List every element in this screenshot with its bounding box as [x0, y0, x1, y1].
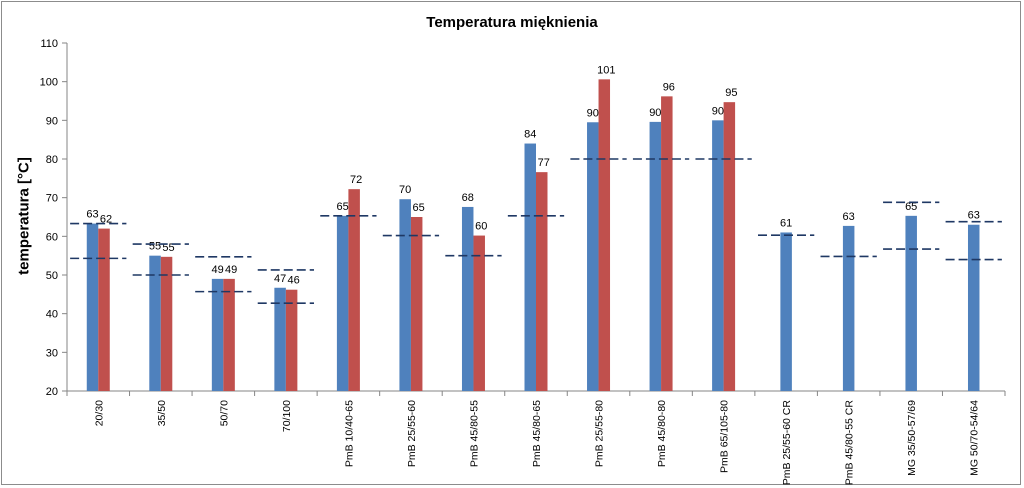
x-tick-label: PmB 45/80-65	[531, 400, 543, 467]
data-label-series-1: 49	[211, 264, 223, 276]
data-label-series-1: 90	[649, 107, 661, 119]
bar-series-1	[211, 278, 224, 391]
chart-title: Temperatura mięknienia	[426, 14, 598, 31]
y-tick-label: 60	[46, 231, 58, 243]
data-label-series-1: 70	[399, 184, 411, 196]
x-tick-label: PmB 25/55-60	[406, 400, 418, 467]
bar-series-1	[780, 232, 792, 391]
bar-series-2	[723, 102, 736, 391]
bar-series-2	[285, 289, 298, 391]
x-tick-label: 20/30	[93, 400, 105, 426]
bar-series-2	[348, 189, 360, 391]
data-label-series-2: 60	[475, 221, 487, 233]
bar-series-2	[160, 256, 173, 391]
data-label-series-2: 101	[597, 64, 615, 76]
bar-series-1	[524, 143, 536, 391]
data-label-series-1: 90	[587, 107, 599, 119]
x-tick-label: PmB 25/55-60 CR	[781, 400, 793, 486]
bar-series-1	[149, 255, 161, 391]
y-tick-label: 30	[46, 347, 58, 359]
bar-series-1	[712, 120, 724, 391]
bar-series-2	[598, 79, 611, 391]
data-label-series-1: 65	[905, 201, 917, 213]
data-label-series-1: 63	[843, 211, 855, 223]
y-tick-label: 20	[46, 386, 58, 398]
bar-series-2	[473, 235, 485, 391]
y-tick-label: 50	[46, 270, 58, 282]
data-label-series-2: 49	[225, 264, 237, 276]
bar-series-1	[967, 224, 980, 391]
bar-series-1	[336, 215, 349, 391]
y-tick-label: 40	[46, 309, 58, 321]
bar-series-1	[587, 122, 599, 392]
data-label-series-2: 72	[350, 174, 362, 186]
bar-series-1	[905, 215, 917, 391]
data-label-series-1: 55	[149, 241, 161, 253]
bar-series-2	[98, 228, 110, 391]
y-tick-label: 90	[46, 115, 58, 127]
data-label-series-1: 61	[780, 217, 792, 229]
x-tick-label: PmB 45/80-55 CR	[844, 400, 856, 486]
x-tick-label: MG 35/50-57/69	[906, 400, 918, 476]
x-tick-label: PmB 45/80-80	[656, 400, 668, 467]
data-label-series-1: 68	[462, 192, 474, 204]
bar-series-1	[649, 121, 662, 391]
bar-series-1	[86, 223, 99, 391]
bar-series-2	[410, 217, 423, 391]
data-label-series-2: 62	[100, 214, 112, 226]
data-label-series-1: 90	[712, 105, 724, 117]
bar-series-2	[223, 278, 235, 391]
bar-series-1	[842, 225, 855, 391]
x-tick-label: PmB 10/40-65	[343, 400, 355, 467]
bar-series-1	[461, 206, 474, 391]
data-label-series-1: 63	[86, 209, 98, 221]
bar-series-1	[274, 287, 286, 391]
y-tick-label: 110	[40, 38, 58, 50]
bar-series-2	[661, 96, 673, 392]
y-tick-label: 80	[46, 154, 58, 166]
data-label-series-2: 95	[725, 87, 737, 99]
y-tick-label: 100	[40, 77, 58, 89]
data-label-series-1: 63	[968, 210, 980, 222]
x-tick-label: 50/70	[218, 400, 230, 426]
x-tick-label: PmB 45/80-55	[468, 400, 480, 467]
data-label-series-2: 46	[287, 275, 299, 287]
data-label-series-2: 65	[413, 202, 425, 214]
x-tick-label: PmB 65/105-80	[719, 400, 731, 473]
x-tick-label: PmB 25/55-80	[594, 400, 606, 467]
data-label-series-1: 65	[337, 201, 349, 213]
bar-series-1	[399, 199, 411, 391]
y-tick-label: 70	[46, 193, 58, 205]
x-tick-label: 35/50	[156, 400, 168, 426]
bar-series-2	[536, 172, 548, 391]
data-label-series-1: 84	[524, 129, 536, 141]
data-label-series-1: 47	[274, 273, 286, 285]
x-tick-label: MG 50/70-54/64	[969, 400, 981, 476]
data-label-series-2: 77	[538, 157, 550, 169]
data-label-series-2: 96	[663, 81, 675, 93]
x-tick-label: 70/100	[281, 400, 293, 432]
